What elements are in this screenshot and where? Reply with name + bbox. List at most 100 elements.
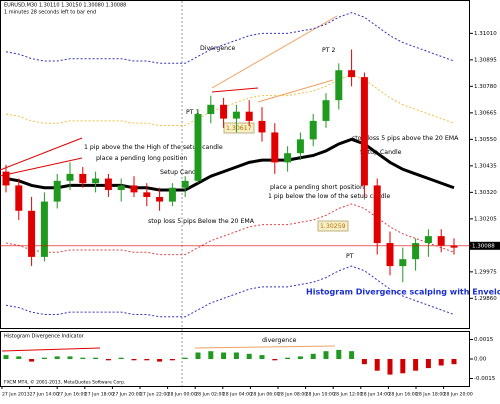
candle-body bbox=[271, 132, 279, 163]
histogram-bar bbox=[105, 359, 111, 361]
candle-body bbox=[309, 120, 317, 140]
trend-line bbox=[194, 345, 336, 349]
candle-body bbox=[322, 100, 330, 121]
x-tick-label: 28 Jun 08:00 bbox=[278, 392, 307, 398]
candle-body bbox=[437, 236, 445, 246]
candle-body bbox=[168, 187, 176, 202]
candle-body bbox=[79, 173, 87, 184]
histogram-bar bbox=[80, 357, 86, 359]
histogram-bar bbox=[438, 359, 444, 366]
trend-line bbox=[0, 157, 83, 177]
x-tick-label: 27 Jun 2013 bbox=[2, 392, 30, 398]
candle-body bbox=[130, 185, 138, 193]
histogram-bar bbox=[400, 359, 406, 374]
footer: FXCM MT4, © 2001-2013, MetaQuotes Softwa… bbox=[4, 379, 125, 386]
y-tick-label: 1.30780 bbox=[474, 84, 497, 90]
y-tick-label: 1.30320 bbox=[474, 190, 497, 196]
x-tick-label: 27 Jun 16:00 bbox=[57, 392, 86, 398]
candle-body bbox=[348, 70, 356, 78]
annotation: 1.30617 bbox=[226, 125, 252, 132]
histogram-bar bbox=[93, 357, 99, 359]
candle-body bbox=[66, 173, 74, 181]
candle-body bbox=[2, 171, 10, 186]
candle-body bbox=[92, 178, 100, 184]
candle-body bbox=[232, 111, 240, 119]
chart-title: EURUSD,M30 1.30110 1.30150 1.30080 1.300… bbox=[4, 3, 126, 9]
annotation: 1 pip above the the High of the setup ca… bbox=[84, 144, 223, 151]
ema-line bbox=[5, 137, 455, 192]
y-tick-label: 1.30550 bbox=[474, 137, 497, 143]
histogram-bar bbox=[144, 359, 150, 361]
candle-body bbox=[40, 201, 48, 257]
histogram-bar bbox=[3, 355, 9, 359]
annotation: 1.30259 bbox=[320, 223, 346, 230]
y-tick-label: 1.30205 bbox=[474, 216, 497, 222]
histogram-bar bbox=[413, 359, 419, 371]
histogram-bar bbox=[118, 357, 124, 359]
envelope-line bbox=[5, 265, 455, 318]
candle-body bbox=[386, 243, 394, 267]
last-price-box bbox=[470, 241, 500, 250]
histogram-bar bbox=[387, 359, 393, 375]
envelope-line bbox=[5, 74, 455, 127]
histogram-bar bbox=[67, 356, 73, 359]
annotation: stop loss 5 pips above the 20 EMA bbox=[352, 135, 459, 142]
annotation: place a pending short position bbox=[270, 184, 364, 191]
candle-body bbox=[412, 243, 420, 260]
y-tick-label: 0.00 bbox=[474, 357, 487, 363]
x-tick-label: 28 Jun 20:00 bbox=[444, 392, 473, 398]
y-tick-label: 1.30895 bbox=[474, 57, 497, 63]
histogram-bar bbox=[182, 357, 188, 359]
histogram-bar bbox=[285, 357, 291, 359]
histogram-bar bbox=[221, 352, 227, 359]
candle-body bbox=[156, 196, 164, 202]
histogram-bar bbox=[361, 359, 367, 365]
annotation: divergence bbox=[262, 337, 297, 344]
annotation: PT 2 bbox=[322, 47, 335, 54]
histogram-bar bbox=[323, 351, 329, 359]
x-tick-label: 27 Jun 22:00 bbox=[140, 392, 169, 398]
candle-body bbox=[104, 178, 112, 191]
annotation: Setup Candle bbox=[160, 169, 202, 176]
candle-body bbox=[284, 153, 292, 163]
price-box bbox=[223, 122, 255, 134]
histogram-bar bbox=[425, 359, 431, 369]
histogram-bar bbox=[451, 359, 457, 365]
y-tick-label: 0.0015 bbox=[474, 337, 494, 343]
annotation: Setup Candle bbox=[360, 149, 402, 156]
candle-body bbox=[117, 185, 125, 191]
histogram-bar bbox=[310, 353, 316, 359]
x-tick-label: 28 Jun 00:00 bbox=[168, 392, 197, 398]
histogram-bar bbox=[259, 355, 265, 359]
x-tick-label: 28 Jun 14:00 bbox=[361, 392, 390, 398]
indicator-title: Histogram Divergence Indicator bbox=[4, 334, 85, 340]
x-tick-label: 28 Jun 12:00 bbox=[333, 392, 362, 398]
candle-body bbox=[296, 139, 304, 154]
x-tick-label: 28 Jun 04:00 bbox=[223, 392, 252, 398]
candle-body bbox=[399, 259, 407, 267]
candle-body bbox=[245, 111, 253, 121]
histogram-bar bbox=[246, 353, 252, 359]
trend-line bbox=[1, 347, 101, 352]
histogram-bar bbox=[374, 359, 380, 371]
trend-line bbox=[0, 137, 83, 171]
candle-body bbox=[15, 185, 23, 211]
histogram-bar bbox=[208, 351, 214, 359]
histogram-bar bbox=[131, 359, 137, 361]
candle-body bbox=[373, 185, 381, 244]
y-tick-label: 1.30435 bbox=[474, 163, 497, 169]
candle-body bbox=[194, 114, 202, 181]
histogram-bar bbox=[41, 357, 47, 359]
annotation: stop loss 5 pips Below the 20 EMA bbox=[148, 218, 255, 225]
candle-body bbox=[181, 180, 189, 188]
chart-subtitle: 1 minutes 28 seconds left to bar end bbox=[4, 10, 96, 16]
y-tick-label: -0.0015 bbox=[474, 376, 496, 382]
histogram-bar bbox=[169, 359, 175, 361]
x-tick-label: 28 Jun 02:00 bbox=[195, 392, 224, 398]
y-tick-label: 1.31010 bbox=[474, 31, 497, 37]
annotation: PT 1 bbox=[186, 109, 199, 116]
last-price-label: 1.30088 bbox=[472, 243, 495, 249]
x-tick-label: 28 Jun 06:00 bbox=[250, 392, 279, 398]
histogram-bar bbox=[195, 352, 201, 359]
